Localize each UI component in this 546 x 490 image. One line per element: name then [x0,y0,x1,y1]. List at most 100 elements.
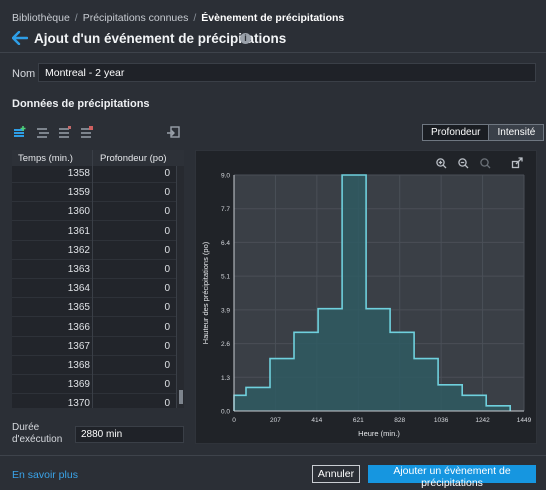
add-row-icon[interactable] [12,125,27,140]
col-header-time[interactable]: Temps (min.) [18,153,73,164]
cell-depth[interactable]: 0 [164,379,170,391]
cell-time[interactable]: 1359 [67,187,90,199]
x-tick-label: 1449 [517,417,532,424]
table-row[interactable]: 1363 0 [12,260,176,279]
cell-time[interactable]: 1363 [67,264,90,275]
table-row[interactable]: 1362 0 [12,241,176,260]
header-divider [0,52,546,53]
cell-depth[interactable]: 0 [164,168,170,179]
name-input[interactable] [38,63,536,82]
y-tick-label: 5.1 [221,274,230,281]
back-arrow-icon[interactable] [12,31,28,45]
cell-depth[interactable]: 0 [164,225,170,237]
reset-zoom-icon[interactable] [480,158,491,169]
table-row[interactable]: 1358 0 [12,164,176,183]
y-tick-label: 2.6 [221,341,230,348]
cell-time[interactable]: 1364 [67,283,90,295]
table-row[interactable]: 1364 0 [12,279,176,299]
x-tick-label: 1036 [434,417,449,424]
x-tick-label: 1242 [475,417,490,424]
col-header-depth[interactable]: Profondeur (po) [100,153,167,164]
cell-depth[interactable]: 0 [164,302,170,314]
cell-depth[interactable]: 0 [164,360,170,371]
insert-row-icon[interactable] [35,125,50,140]
y-tick-label: 6.4 [221,240,230,247]
x-tick-label: 621 [353,417,364,424]
cell-depth[interactable]: 0 [164,283,170,295]
table-row[interactable]: 1360 0 [12,202,176,222]
cell-time[interactable]: 1361 [67,225,90,237]
duration-label-line2: d'exécution [12,434,63,445]
import-icon[interactable] [166,125,181,140]
clear-table-icon[interactable] [79,125,94,140]
footer-divider [0,455,546,456]
y-tick-label: 7.7 [221,206,230,213]
table-row[interactable]: 1359 0 [12,183,176,203]
precipitation-table: Temps (min.) Profondeur (po) 1358 0 1359 0 1… [12,150,184,408]
learn-more-link[interactable]: En savoir plus [12,469,78,481]
breadcrumb-separator: / [193,12,197,24]
cell-depth[interactable]: 0 [164,187,170,199]
column-divider [92,150,93,408]
table-row[interactable]: 1365 0 [12,298,176,318]
breadcrumb-library[interactable]: Bibliothèque [12,12,70,24]
cell-depth[interactable]: 0 [164,340,170,352]
cell-depth[interactable]: 0 [164,244,170,256]
cell-time[interactable]: 1368 [67,360,90,371]
breadcrumb-known-precip[interactable]: Précipitations connues [82,12,189,24]
toggle-depth[interactable]: Profondeur [423,125,490,140]
expand-icon[interactable] [511,157,523,169]
cancel-button[interactable]: Annuler [312,465,360,483]
page-title: Ajout d'un événement de précipitations [34,31,287,46]
cell-time[interactable]: 1367 [67,340,90,352]
x-tick-label: 207 [270,417,281,424]
cell-depth[interactable]: 0 [164,398,170,408]
delete-row-icon[interactable] [57,125,72,140]
cell-depth[interactable]: 0 [164,264,170,275]
cell-time[interactable]: 1370 [67,398,90,408]
cell-time[interactable]: 1366 [67,321,90,333]
table-row[interactable]: 1370 0 [12,394,176,408]
chart-panel: 0 207 414 621 828 1036 1242 1449 0.0 1.3 2.6 3.9 5.1… [195,150,537,444]
cell-depth[interactable]: 0 [164,206,170,218]
x-tick-label: 0 [232,417,236,424]
cell-time[interactable]: 1365 [67,302,90,314]
cell-depth[interactable]: 0 [164,321,170,333]
table-row[interactable]: 1369 0 [12,375,176,395]
duration-input[interactable] [75,426,184,443]
table-row[interactable]: 1366 0 [12,318,176,337]
y-axis-label: Hauteur des précipitations (po) [201,241,210,344]
x-axis-label: Heure (min.) [358,429,400,438]
zoom-in-icon[interactable] [436,158,447,169]
zoom-out-icon[interactable] [458,158,469,169]
add-event-button[interactable]: Ajouter un évènement de précipitations [368,465,536,489]
table-row[interactable]: 1367 0 [12,337,176,356]
y-tick-label: 1.3 [221,375,230,382]
precipitation-chart: 0 207 414 621 828 1036 1242 1449 0.0 1.3 2.6 3.9 5.1… [201,157,532,438]
table-scrollbar[interactable] [176,166,184,408]
toggle-intensity[interactable]: Intensité [489,125,544,140]
name-label: Nom [12,68,36,80]
cell-time[interactable]: 1360 [67,206,90,218]
x-tick-label: 414 [311,417,322,424]
cell-time[interactable]: 1362 [67,244,90,256]
section-title: Données de précipitations [12,98,150,110]
cell-time[interactable]: 1358 [67,168,90,179]
table-row[interactable]: 1361 0 [12,222,176,241]
series-area [234,175,511,411]
y-tick-label: 9.0 [221,173,230,180]
x-tick-label: 828 [394,417,405,424]
breadcrumb-separator: / [74,12,78,24]
duration-label: Durée d'exécution [12,422,62,446]
cell-time[interactable]: 1369 [67,379,90,391]
y-tick-label: 0.0 [221,409,230,416]
depth-intensity-toggle: Profondeur Intensité [422,124,545,141]
table-row[interactable]: 1368 0 [12,356,176,375]
duration-label-line1: Durée [12,422,40,433]
table-header: Temps (min.) Profondeur (po) [12,150,184,166]
breadcrumb-current: Évènement de précipitations [201,12,345,24]
scrollbar-thumb[interactable] [179,390,183,404]
y-tick-label: 3.9 [221,307,230,314]
info-icon[interactable]: i [240,33,251,44]
series-line [233,174,511,411]
